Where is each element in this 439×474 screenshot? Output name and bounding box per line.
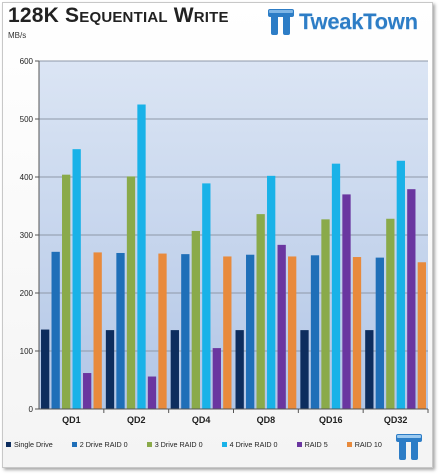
bar-4-drive-raid-0-qd4 bbox=[202, 183, 211, 409]
bar-3-drive-raid-0-qd8 bbox=[256, 214, 265, 409]
legend-label: 3 Drive RAID 0 bbox=[154, 440, 203, 449]
legend-swatch bbox=[296, 442, 302, 447]
bar-single-drive-qd32 bbox=[365, 330, 374, 409]
bar-3-drive-raid-0-qd1 bbox=[62, 174, 71, 409]
legend-label: 2 Drive RAID 0 bbox=[79, 440, 128, 449]
bar-raid-10-qd16 bbox=[352, 257, 362, 409]
bar-raid-5-qd1 bbox=[83, 373, 92, 409]
bar-raid-10-qd1 bbox=[93, 252, 102, 409]
legend-item: RAID 10 bbox=[346, 440, 382, 449]
logo-text: TweakTown bbox=[299, 9, 418, 34]
bar-2-drive-raid-0-qd32 bbox=[375, 257, 384, 409]
y-tick-label: 200 bbox=[20, 289, 34, 298]
bar-4-drive-raid-0-qd8 bbox=[267, 175, 276, 409]
bar-2-drive-raid-0-qd4 bbox=[181, 254, 190, 409]
bar-3-drive-raid-0-qd16 bbox=[321, 219, 330, 409]
y-tick-label: 0 bbox=[29, 405, 34, 414]
bar-2-drive-raid-0-qd2 bbox=[116, 252, 125, 409]
bar-raid-5-qd16 bbox=[342, 194, 351, 409]
legend-item: RAID 5 bbox=[296, 440, 328, 449]
watermark-logo-icon bbox=[396, 434, 422, 460]
bar-2-drive-raid-0-qd1 bbox=[51, 251, 60, 409]
tweaktown-logo-icon bbox=[268, 9, 294, 35]
legend-label: 4 Drive RAID 0 bbox=[229, 440, 278, 449]
bar-4-drive-raid-0-qd2 bbox=[137, 104, 146, 409]
y-tick-label: 600 bbox=[20, 57, 34, 66]
bar-single-drive-qd4 bbox=[170, 330, 179, 409]
x-tick-label: QD8 bbox=[257, 415, 276, 425]
y-tick-label: 300 bbox=[20, 231, 34, 240]
bar-single-drive-qd2 bbox=[105, 330, 115, 409]
x-tick-label: QD4 bbox=[192, 415, 211, 425]
bar-3-drive-raid-0-qd32 bbox=[386, 218, 395, 409]
legend-label: Single Drive bbox=[14, 440, 53, 449]
bar-single-drive-qd8 bbox=[235, 330, 244, 409]
bar-raid-10-qd4 bbox=[223, 256, 232, 409]
bar-raid-5-qd8 bbox=[277, 244, 286, 409]
legend-item: 4 Drive RAID 0 bbox=[221, 440, 278, 449]
bar-single-drive-qd1 bbox=[41, 329, 50, 409]
x-tick-label: QD2 bbox=[127, 415, 146, 425]
bar-3-drive-raid-0-qd2 bbox=[126, 176, 136, 409]
bar-2-drive-raid-0-qd16 bbox=[310, 255, 320, 409]
legend-item: 3 Drive RAID 0 bbox=[146, 440, 203, 449]
legend-swatch bbox=[6, 442, 11, 447]
bar-raid-10-qd32 bbox=[417, 262, 426, 409]
legend-swatch bbox=[146, 442, 152, 447]
legend-swatch bbox=[221, 442, 227, 447]
tweaktown-logo: TweakTown bbox=[266, 7, 418, 37]
legend-item: Single Drive bbox=[6, 440, 53, 449]
bar-raid-10-qd8 bbox=[288, 256, 297, 409]
bar-raid-5-qd2 bbox=[147, 376, 157, 409]
y-tick-label: 500 bbox=[20, 115, 34, 124]
unit-label: MB/s bbox=[8, 31, 27, 40]
bar-4-drive-raid-0-qd32 bbox=[396, 160, 405, 409]
bar-raid-10-qd2 bbox=[158, 253, 167, 409]
bar-3-drive-raid-0-qd4 bbox=[191, 230, 200, 409]
bar-4-drive-raid-0-qd1 bbox=[72, 149, 81, 409]
bar-raid-5-qd4 bbox=[212, 348, 221, 409]
bar-4-drive-raid-0-qd16 bbox=[331, 163, 341, 409]
y-tick-label: 400 bbox=[20, 173, 34, 182]
legend-label: RAID 5 bbox=[304, 440, 328, 449]
bar-single-drive-qd16 bbox=[300, 330, 309, 409]
legend-item: 2 Drive RAID 0 bbox=[71, 440, 128, 449]
bar-raid-5-qd32 bbox=[407, 189, 416, 409]
chart-title: 128K Sequential Write bbox=[8, 4, 229, 27]
x-tick-label: QD1 bbox=[62, 415, 81, 425]
legend-swatch bbox=[346, 442, 352, 447]
bar-2-drive-raid-0-qd8 bbox=[246, 254, 255, 409]
legend: Single Drive 2 Drive RAID 0 3 Drive RAID 0… bbox=[6, 440, 401, 449]
y-tick-label: 100 bbox=[20, 347, 34, 356]
x-tick-label: QD32 bbox=[384, 415, 408, 425]
legend-label: RAID 10 bbox=[354, 440, 382, 449]
legend-swatch bbox=[71, 442, 77, 447]
x-tick-label: QD16 bbox=[319, 415, 343, 425]
